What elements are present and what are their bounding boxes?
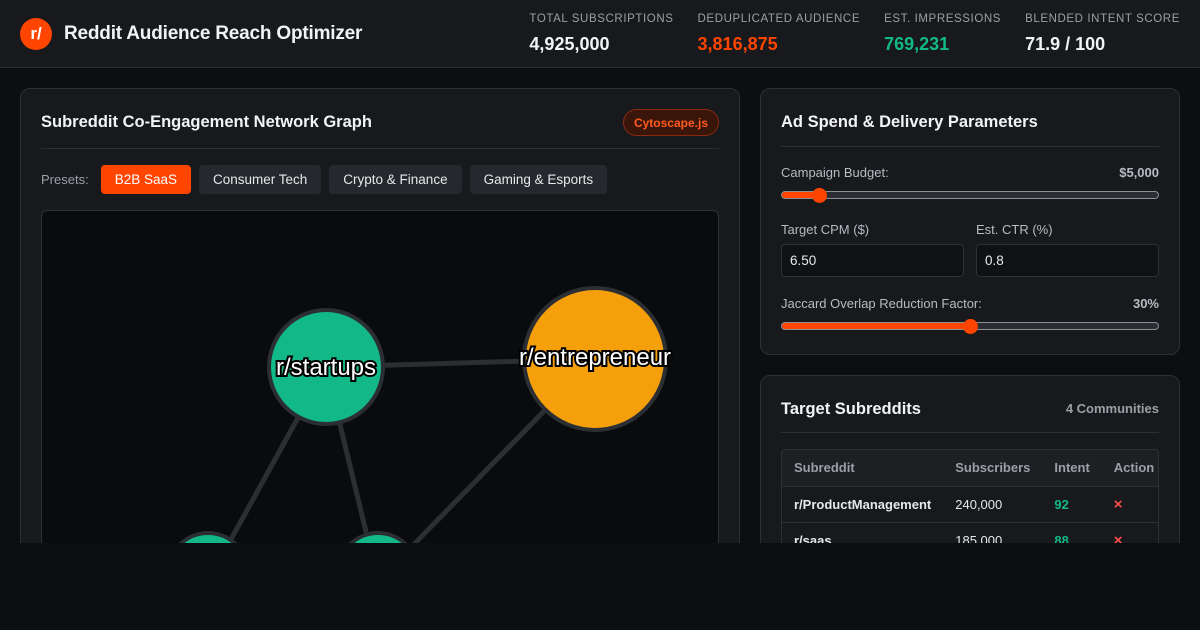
intent-score: 92 bbox=[1042, 486, 1102, 523]
communities-count: 4 Communities bbox=[1065, 401, 1159, 416]
target-subreddits-title: Target Subreddits bbox=[781, 400, 921, 418]
est-ctr-input[interactable] bbox=[976, 244, 1159, 277]
column-header: Action bbox=[1101, 450, 1158, 487]
node-circle[interactable] bbox=[522, 286, 668, 432]
slider-thumb[interactable] bbox=[812, 187, 828, 203]
remove-subreddit-button[interactable]: × bbox=[1101, 486, 1158, 523]
network-graph-title: Subreddit Co-Engagement Network Graph bbox=[41, 113, 372, 131]
metric-label: TOTAL SUBSCRIPTIONS bbox=[529, 12, 674, 25]
graph-node-startups[interactable]: r/startups bbox=[267, 308, 385, 426]
ad-spend-panel: Ad Spend & Delivery Parameters Campaign … bbox=[760, 88, 1180, 355]
ad-spend-title: Ad Spend & Delivery Parameters bbox=[781, 113, 1038, 131]
table-header-row: Subreddit Subscribers Intent Action bbox=[782, 450, 1158, 487]
slider-fill bbox=[782, 192, 820, 198]
metric-value: 71.9 / 100 bbox=[1025, 33, 1106, 54]
preset-crypto-finance-button[interactable]: Crypto & Finance bbox=[329, 165, 462, 194]
metric-label: BLENDED INTENT SCORE bbox=[1025, 12, 1180, 25]
network-graph-svg[interactable]: r/startups r/entrepreneur bbox=[42, 211, 719, 550]
campaign-budget-slider[interactable] bbox=[781, 187, 1159, 203]
summary-metrics: TOTAL SUBSCRIPTIONS 4,925,000 DEDUPLICAT… bbox=[529, 13, 1180, 55]
est-ctr-label: Est. CTR (%) bbox=[976, 222, 1053, 237]
metric-value: 4,925,000 bbox=[529, 33, 610, 54]
target-subreddits-panel: Target Subreddits 4 Communities Subreddi… bbox=[760, 375, 1180, 558]
campaign-budget-value: $5,000 bbox=[1119, 165, 1159, 180]
metric-value: 769,231 bbox=[884, 33, 950, 54]
subscriber-count: 240,000 bbox=[943, 486, 1043, 523]
column-header: Subscribers bbox=[943, 450, 1043, 487]
metric-total-subscriptions: TOTAL SUBSCRIPTIONS 4,925,000 bbox=[529, 13, 673, 55]
subreddit-table: Subreddit Subscribers Intent Action r/Pr… bbox=[782, 450, 1158, 557]
slider-thumb[interactable] bbox=[962, 318, 978, 334]
target-cpm-label: Target CPM ($) bbox=[781, 222, 870, 237]
network-graph-panel: Subreddit Co-Engagement Network Graph Cy… bbox=[20, 88, 740, 558]
node-label: r/entrepreneur bbox=[519, 344, 671, 371]
node-label: r/startups bbox=[276, 354, 376, 381]
target-cpm-input[interactable] bbox=[781, 244, 964, 277]
jaccard-value: 30% bbox=[1132, 296, 1159, 311]
viewport-bottom-mask bbox=[0, 543, 1200, 630]
preset-b2b-saas-button[interactable]: B2B SaaS bbox=[100, 165, 191, 194]
panel-divider bbox=[41, 148, 719, 149]
column-header: Intent bbox=[1042, 450, 1102, 487]
table-row: r/ProductManagement 240,000 92 × bbox=[782, 486, 1158, 523]
metric-est-impressions: EST. IMPRESSIONS 769,231 bbox=[884, 13, 1001, 55]
reddit-logo: r/ bbox=[20, 17, 52, 50]
metric-label: DEDUPLICATED AUDIENCE bbox=[697, 12, 861, 25]
network-graph-canvas[interactable]: r/startups r/entrepreneur bbox=[41, 210, 719, 550]
preset-consumer-tech-button[interactable]: Consumer Tech bbox=[198, 165, 322, 194]
cytoscape-badge: Cytoscape.js bbox=[622, 109, 719, 136]
preset-gaming-esports-button[interactable]: Gaming & Esports bbox=[469, 165, 608, 194]
metric-label: EST. IMPRESSIONS bbox=[884, 12, 1002, 25]
top-bar: r/ Reddit Audience Reach Optimizer TOTAL… bbox=[0, 0, 1200, 68]
metric-blended-intent-score: BLENDED INTENT SCORE 71.9 / 100 bbox=[1025, 13, 1180, 55]
node-circle[interactable] bbox=[267, 308, 385, 426]
graph-node-entrepreneur[interactable]: r/entrepreneur bbox=[517, 286, 673, 432]
jaccard-slider[interactable] bbox=[781, 318, 1159, 334]
campaign-budget-label: Campaign Budget: bbox=[781, 165, 889, 180]
presets-label: Presets: bbox=[41, 172, 89, 187]
preset-bar: Presets: B2B SaaS Consumer Tech Crypto &… bbox=[41, 165, 608, 194]
panel-divider bbox=[781, 146, 1159, 147]
jaccard-label: Jaccard Overlap Reduction Factor: bbox=[781, 296, 982, 311]
metric-value: 3,816,875 bbox=[697, 33, 778, 54]
app-title: Reddit Audience Reach Optimizer bbox=[64, 22, 363, 44]
subreddit-table-wrap: Subreddit Subscribers Intent Action r/Pr… bbox=[781, 449, 1159, 557]
column-header: Subreddit bbox=[782, 450, 944, 487]
slider-fill bbox=[782, 323, 970, 329]
panel-divider bbox=[781, 432, 1159, 433]
metric-deduplicated-audience: DEDUPLICATED AUDIENCE 3,816,875 bbox=[698, 13, 861, 55]
subreddit-name: r/ProductManagement bbox=[782, 486, 944, 523]
